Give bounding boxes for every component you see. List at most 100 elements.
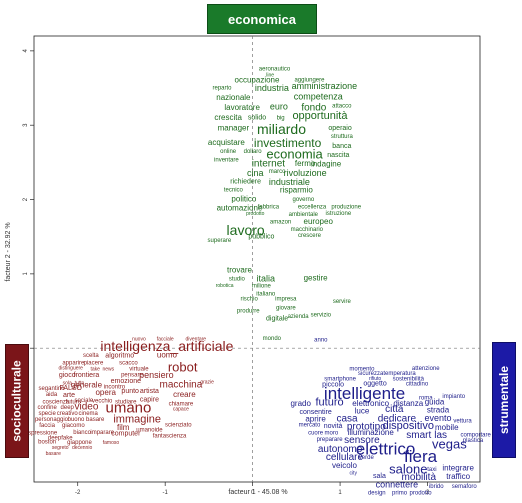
word-economica: nazionale <box>216 93 251 102</box>
word-socioculturale: sociale <box>75 398 94 404</box>
word-strumentale: strada <box>427 406 450 415</box>
y-tick-label: 2 <box>23 197 29 201</box>
word-socioculturale: imparare <box>90 430 114 436</box>
word-economica: richiedere <box>230 179 261 186</box>
word-strumentale: impianto <box>442 394 465 400</box>
word-economica: investimento <box>254 136 322 150</box>
word-socioculturale: capace <box>173 406 189 412</box>
word-economica: risparmio <box>280 186 313 195</box>
word-socioculturale: incontro <box>104 384 126 390</box>
word-strumentale: distanza <box>393 399 423 408</box>
word-strumentale: rifiuto <box>369 376 381 382</box>
word-socioculturale: apparire <box>62 361 85 367</box>
word-socioculturale: sola <box>63 380 72 386</box>
word-strumentale: dispositivo <box>383 420 434 432</box>
word-socioculturale: scienziato <box>165 422 192 428</box>
word-socioculturale: fantascienza <box>153 433 187 439</box>
word-strumentale: city <box>349 470 357 476</box>
word-economica: opportunità <box>292 110 348 122</box>
word-economica: italiano <box>256 292 276 298</box>
word-socioculturale: famoso <box>103 440 120 446</box>
word-economica: line <box>266 73 274 79</box>
word-economica: manager <box>218 123 250 132</box>
word-socioculturale: macchina <box>160 379 203 390</box>
word-socioculturale: personaggio <box>35 417 69 423</box>
word-strumentale: taxi <box>427 467 436 473</box>
word-economica: azienda <box>288 314 310 320</box>
word-strumentale: verde <box>359 455 375 461</box>
word-socioculturale: specie <box>38 411 56 417</box>
word-socioculturale: emozione <box>111 378 141 385</box>
word-strumentale: plastica <box>463 438 484 444</box>
word-economica: economia <box>266 146 323 161</box>
word-strumentale: mobilità <box>402 472 437 483</box>
word-strumentale: mercato <box>299 422 321 428</box>
category-tag-strumentale-label: strumentale <box>497 365 511 435</box>
word-economica: studio <box>229 277 246 283</box>
word-strumentale: sicurezza <box>358 371 384 377</box>
word-economica: inventare <box>214 158 239 164</box>
y-tick-label: 3 <box>23 123 29 127</box>
word-strumentale: città <box>385 404 404 415</box>
word-strumentale: illuminazione <box>348 428 395 437</box>
word-economica: servire <box>333 299 352 305</box>
word-socioculturale: giappone <box>67 440 92 446</box>
category-tag-economica-label: economica <box>228 11 296 27</box>
word-economica: rischio <box>240 297 258 303</box>
word-socioculturale: coscienza <box>43 399 70 405</box>
word-strumentale: temperatura <box>383 371 416 377</box>
word-economica: occupazione <box>235 76 280 85</box>
word-socioculturale: chiamare <box>169 402 194 408</box>
word-strumentale: cittadino <box>406 381 429 387</box>
word-socioculturale: FALSO <box>59 385 82 392</box>
word-economica: istruzione <box>325 211 351 217</box>
word-economica: pubblico <box>248 234 274 241</box>
word-economica: produzione <box>331 205 361 211</box>
word-socioculturale: boston <box>38 439 56 445</box>
word-strumentale: autonomo <box>318 444 363 455</box>
word-strumentale: prototipo <box>347 422 386 433</box>
word-economica: internet <box>252 158 286 169</box>
word-strumentale: mobile <box>435 423 459 432</box>
x-tick-label: 1 <box>338 490 342 496</box>
word-socioculturale: creare <box>173 390 196 399</box>
word-economica: superare <box>208 238 232 244</box>
word-economica: reparto <box>213 86 233 92</box>
word-economica: eccellenza <box>298 205 327 211</box>
word-economica: industriale <box>269 177 310 187</box>
word-economica: competenza <box>294 91 343 101</box>
word-socioculturale: frontiera <box>74 372 100 379</box>
x-tick-label: -1 <box>163 490 169 496</box>
word-strumentale: integrare <box>442 464 474 473</box>
word-socioculturale: confine <box>37 405 57 411</box>
word-strumentale: consentire <box>299 409 331 416</box>
word-strumentale: casa <box>337 413 359 424</box>
word-strumentale: smartphone <box>324 376 356 382</box>
word-economica: trovare <box>227 265 252 274</box>
word-economica: politico <box>231 195 256 204</box>
word-strumentale: connettere <box>376 479 419 489</box>
word-economica: governo <box>293 197 315 203</box>
word-strumentale: grado <box>290 399 311 408</box>
word-economica: fermo <box>295 159 316 168</box>
word-economica: automazione <box>217 204 263 213</box>
word-socioculturale: diventare <box>185 337 206 343</box>
word-economica: struttura <box>331 134 354 140</box>
word-economica: digitale <box>266 315 288 322</box>
word-strumentale: novità <box>324 423 343 430</box>
word-economica: rivoluzione <box>284 168 327 178</box>
word-socioculturale: gioco <box>59 372 76 379</box>
x-axis-label: facteur 1 - 45.08 % <box>228 489 287 496</box>
word-socioculturale: tutto <box>75 380 85 386</box>
word-economica: amazon <box>270 219 291 225</box>
word-economica: industria <box>255 83 289 93</box>
word-socioculturale: nuovo <box>132 337 146 343</box>
word-strumentale: luce <box>355 406 370 415</box>
word-economica: marco <box>269 169 286 175</box>
word-strumentale: aprire <box>305 415 326 424</box>
word-strumentale: comportare <box>460 433 491 439</box>
category-tag-economica: economica <box>207 4 317 34</box>
word-socioculturale: grazie <box>200 380 214 386</box>
word-socioculturale: algoritmo <box>105 352 134 359</box>
